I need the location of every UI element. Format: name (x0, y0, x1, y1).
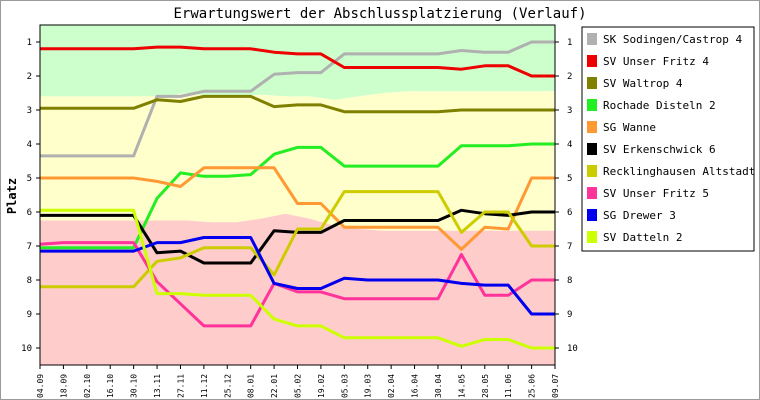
legend-swatch (587, 165, 597, 177)
series-line-10 (40, 208, 555, 350)
series-line-3 (40, 94, 555, 114)
legend-entry: SV Waltrop 4 (603, 77, 683, 90)
x-axis: 04.09 18.09 02.10 16.10 30.10 13.11 27.11 11.12… (36, 365, 560, 398)
legend-entry: SV Datteln 2 (603, 231, 682, 244)
series-line-4 (40, 142, 555, 250)
legend-entry: SG Wanne (603, 121, 656, 134)
y-tick-label-right: 4 (567, 140, 572, 150)
legend-swatch (587, 33, 597, 45)
x-tick-label: 27.11 (176, 374, 185, 398)
x-tick-label: 11.12 (200, 374, 209, 398)
y-tick-label-right: 5 (567, 174, 572, 184)
x-tick-label: 25.06 (528, 374, 537, 398)
x-tick-label: 22.01 (270, 374, 279, 398)
x-tick-label: 19.03 (364, 374, 373, 398)
legend-entry: Rochade Disteln 2 (603, 99, 716, 112)
y-tick-label-left: 9 (27, 310, 32, 320)
x-tick-label: 16.10 (106, 374, 115, 398)
x-tick-label: 14.05 (457, 374, 466, 398)
x-tick-label: 18.09 (59, 374, 68, 398)
x-tick-label: 30.04 (434, 374, 443, 398)
y-tick-label-left: 3 (27, 106, 32, 116)
y-tick-label-right: 3 (567, 106, 572, 116)
x-tick-label: 28.05 (481, 374, 490, 398)
legend-entry: Recklinghausen Altstadt 2 (603, 165, 760, 178)
legend-swatch (587, 187, 597, 199)
y-tick-label-left: 6 (27, 208, 32, 218)
y-tick-label-left: 2 (27, 72, 32, 82)
legend-swatch (587, 77, 597, 89)
legend-entry: SV Erkenschwick 6 (603, 143, 716, 156)
y-tick-label-right: 8 (567, 276, 572, 286)
x-tick-label: 09.07 (551, 374, 560, 398)
y-axis-right: 1 2 3 4 5 6 7 8 9 10 (555, 38, 578, 354)
legend-swatch (587, 209, 597, 221)
y-tick-label-left: 10 (21, 344, 32, 354)
legend-entry: SV Unser Fritz 4 (603, 55, 709, 68)
x-tick-label: 04.09 (36, 374, 45, 398)
y-tick-label-left: 7 (27, 242, 32, 252)
series-line-7 (40, 190, 555, 289)
y-tick-label-right: 6 (567, 208, 572, 218)
chart-title: Erwartungswert der Abschlussplatzierung … (173, 6, 586, 22)
zone-mid (40, 91, 555, 231)
legend-box (581, 26, 755, 252)
series-line-1 (40, 40, 555, 158)
x-tick-label: 16.04 (411, 374, 420, 398)
zone-promotion (40, 25, 555, 100)
legend-swatch (587, 55, 597, 67)
legend: SK Sodingen/Castrop 4 SV Unser Fritz 4 SV … (581, 26, 760, 252)
x-tick-label: 11.06 (504, 374, 513, 398)
y-axis-left: 1 2 3 4 5 6 7 8 9 10 (21, 38, 40, 354)
legend-entry: SG Drewer 3 (603, 209, 676, 222)
legend-entry: SK Sodingen/Castrop 4 (603, 33, 742, 46)
series-line-5 (40, 166, 555, 251)
y-tick-label-right: 10 (567, 344, 578, 354)
y-tick-label-right: 9 (567, 310, 572, 320)
y-tick-label-left: 4 (27, 140, 32, 150)
series-line-2 (40, 45, 555, 78)
series-line-8 (39, 241, 555, 328)
legend-swatch (587, 99, 597, 111)
y-tick-label-left: 5 (27, 174, 32, 184)
x-tick-label: 25.12 (223, 374, 232, 398)
x-tick-label: 30.10 (130, 374, 139, 398)
y-tick-label-left: 8 (27, 276, 32, 286)
legend-entry: SV Unser Fritz 5 (603, 187, 709, 200)
x-tick-label: 05.03 (340, 374, 349, 398)
x-tick-label: 02.04 (387, 374, 396, 398)
legend-swatch (587, 231, 597, 243)
y-tick-label-right: 1 (567, 38, 572, 48)
x-tick-label: 08.01 (247, 374, 256, 398)
x-tick-label: 05.02 (294, 374, 303, 398)
legend-swatch (587, 143, 597, 155)
x-tick-label: 02.10 (83, 374, 92, 398)
background-zones (40, 25, 555, 365)
series-line-6 (40, 208, 555, 265)
y-tick-label-left: 1 (27, 38, 32, 48)
series-lines (39, 40, 555, 350)
legend-swatch (587, 121, 597, 133)
series-line-9 (40, 236, 555, 316)
y-axis-label: Platz (5, 178, 19, 214)
y-tick-label-right: 7 (567, 242, 572, 252)
y-tick-label-right: 2 (567, 72, 572, 82)
x-tick-label: 13.11 (153, 374, 162, 398)
x-tick-label: 19.02 (317, 374, 326, 398)
